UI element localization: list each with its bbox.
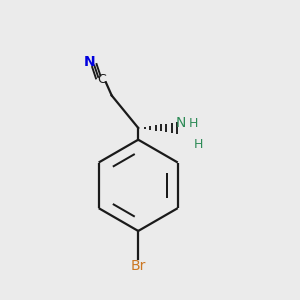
Text: N: N: [176, 116, 186, 130]
Text: H: H: [189, 117, 198, 130]
Text: H: H: [194, 138, 203, 151]
Text: Br: Br: [130, 259, 146, 273]
Text: C: C: [97, 73, 106, 86]
Text: N: N: [84, 55, 95, 69]
